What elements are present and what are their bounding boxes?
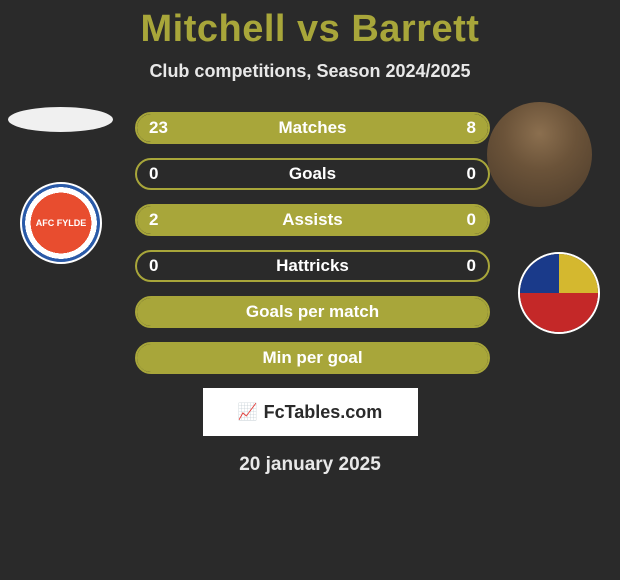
stat-value-left: 0 bbox=[149, 164, 158, 184]
player-left-silhouette bbox=[8, 107, 113, 132]
stat-label: Goals bbox=[289, 164, 336, 184]
stat-row: Goals per match bbox=[135, 296, 490, 328]
stat-label: Matches bbox=[278, 118, 346, 138]
stat-row: Min per goal bbox=[135, 342, 490, 374]
player-right-photo bbox=[487, 102, 592, 207]
stat-value-right: 0 bbox=[467, 256, 476, 276]
club-badge-right bbox=[518, 252, 600, 334]
stat-value-left: 0 bbox=[149, 256, 158, 276]
chart-icon: 📈 bbox=[238, 402, 258, 422]
stat-label: Goals per match bbox=[246, 302, 379, 322]
stats-container: 23 Matches 8 0 Goals 0 2 Assists 0 0 Hattricks 0 Goa… bbox=[135, 112, 490, 374]
stat-value-right: 0 bbox=[467, 164, 476, 184]
stat-label: Hattricks bbox=[276, 256, 349, 276]
stat-row: 2 Assists 0 bbox=[135, 204, 490, 236]
stat-bar-left bbox=[137, 114, 397, 142]
stat-value-left: 2 bbox=[149, 210, 158, 230]
stat-value-right: 8 bbox=[467, 118, 476, 138]
subtitle: Club competitions, Season 2024/2025 bbox=[0, 61, 620, 82]
stat-row: 23 Matches 8 bbox=[135, 112, 490, 144]
footer-brand-text: FcTables.com bbox=[264, 402, 383, 423]
stat-value-left: 23 bbox=[149, 118, 168, 138]
stat-row: 0 Hattricks 0 bbox=[135, 250, 490, 282]
date-text: 20 january 2025 bbox=[0, 454, 620, 476]
stat-label: Assists bbox=[282, 210, 342, 230]
comparison-content: AFC FYLDE 23 Matches 8 0 Goals 0 2 Assists 0 0 Hat… bbox=[0, 112, 620, 374]
stat-row: 0 Goals 0 bbox=[135, 158, 490, 190]
stat-label: Min per goal bbox=[262, 348, 362, 368]
club-left-label: AFC FYLDE bbox=[36, 218, 87, 228]
club-badge-left: AFC FYLDE bbox=[20, 182, 102, 264]
stat-value-right: 0 bbox=[467, 210, 476, 230]
footer-brand-badge: 📈 FcTables.com bbox=[203, 388, 418, 436]
page-title: Mitchell vs Barrett bbox=[0, 0, 620, 51]
